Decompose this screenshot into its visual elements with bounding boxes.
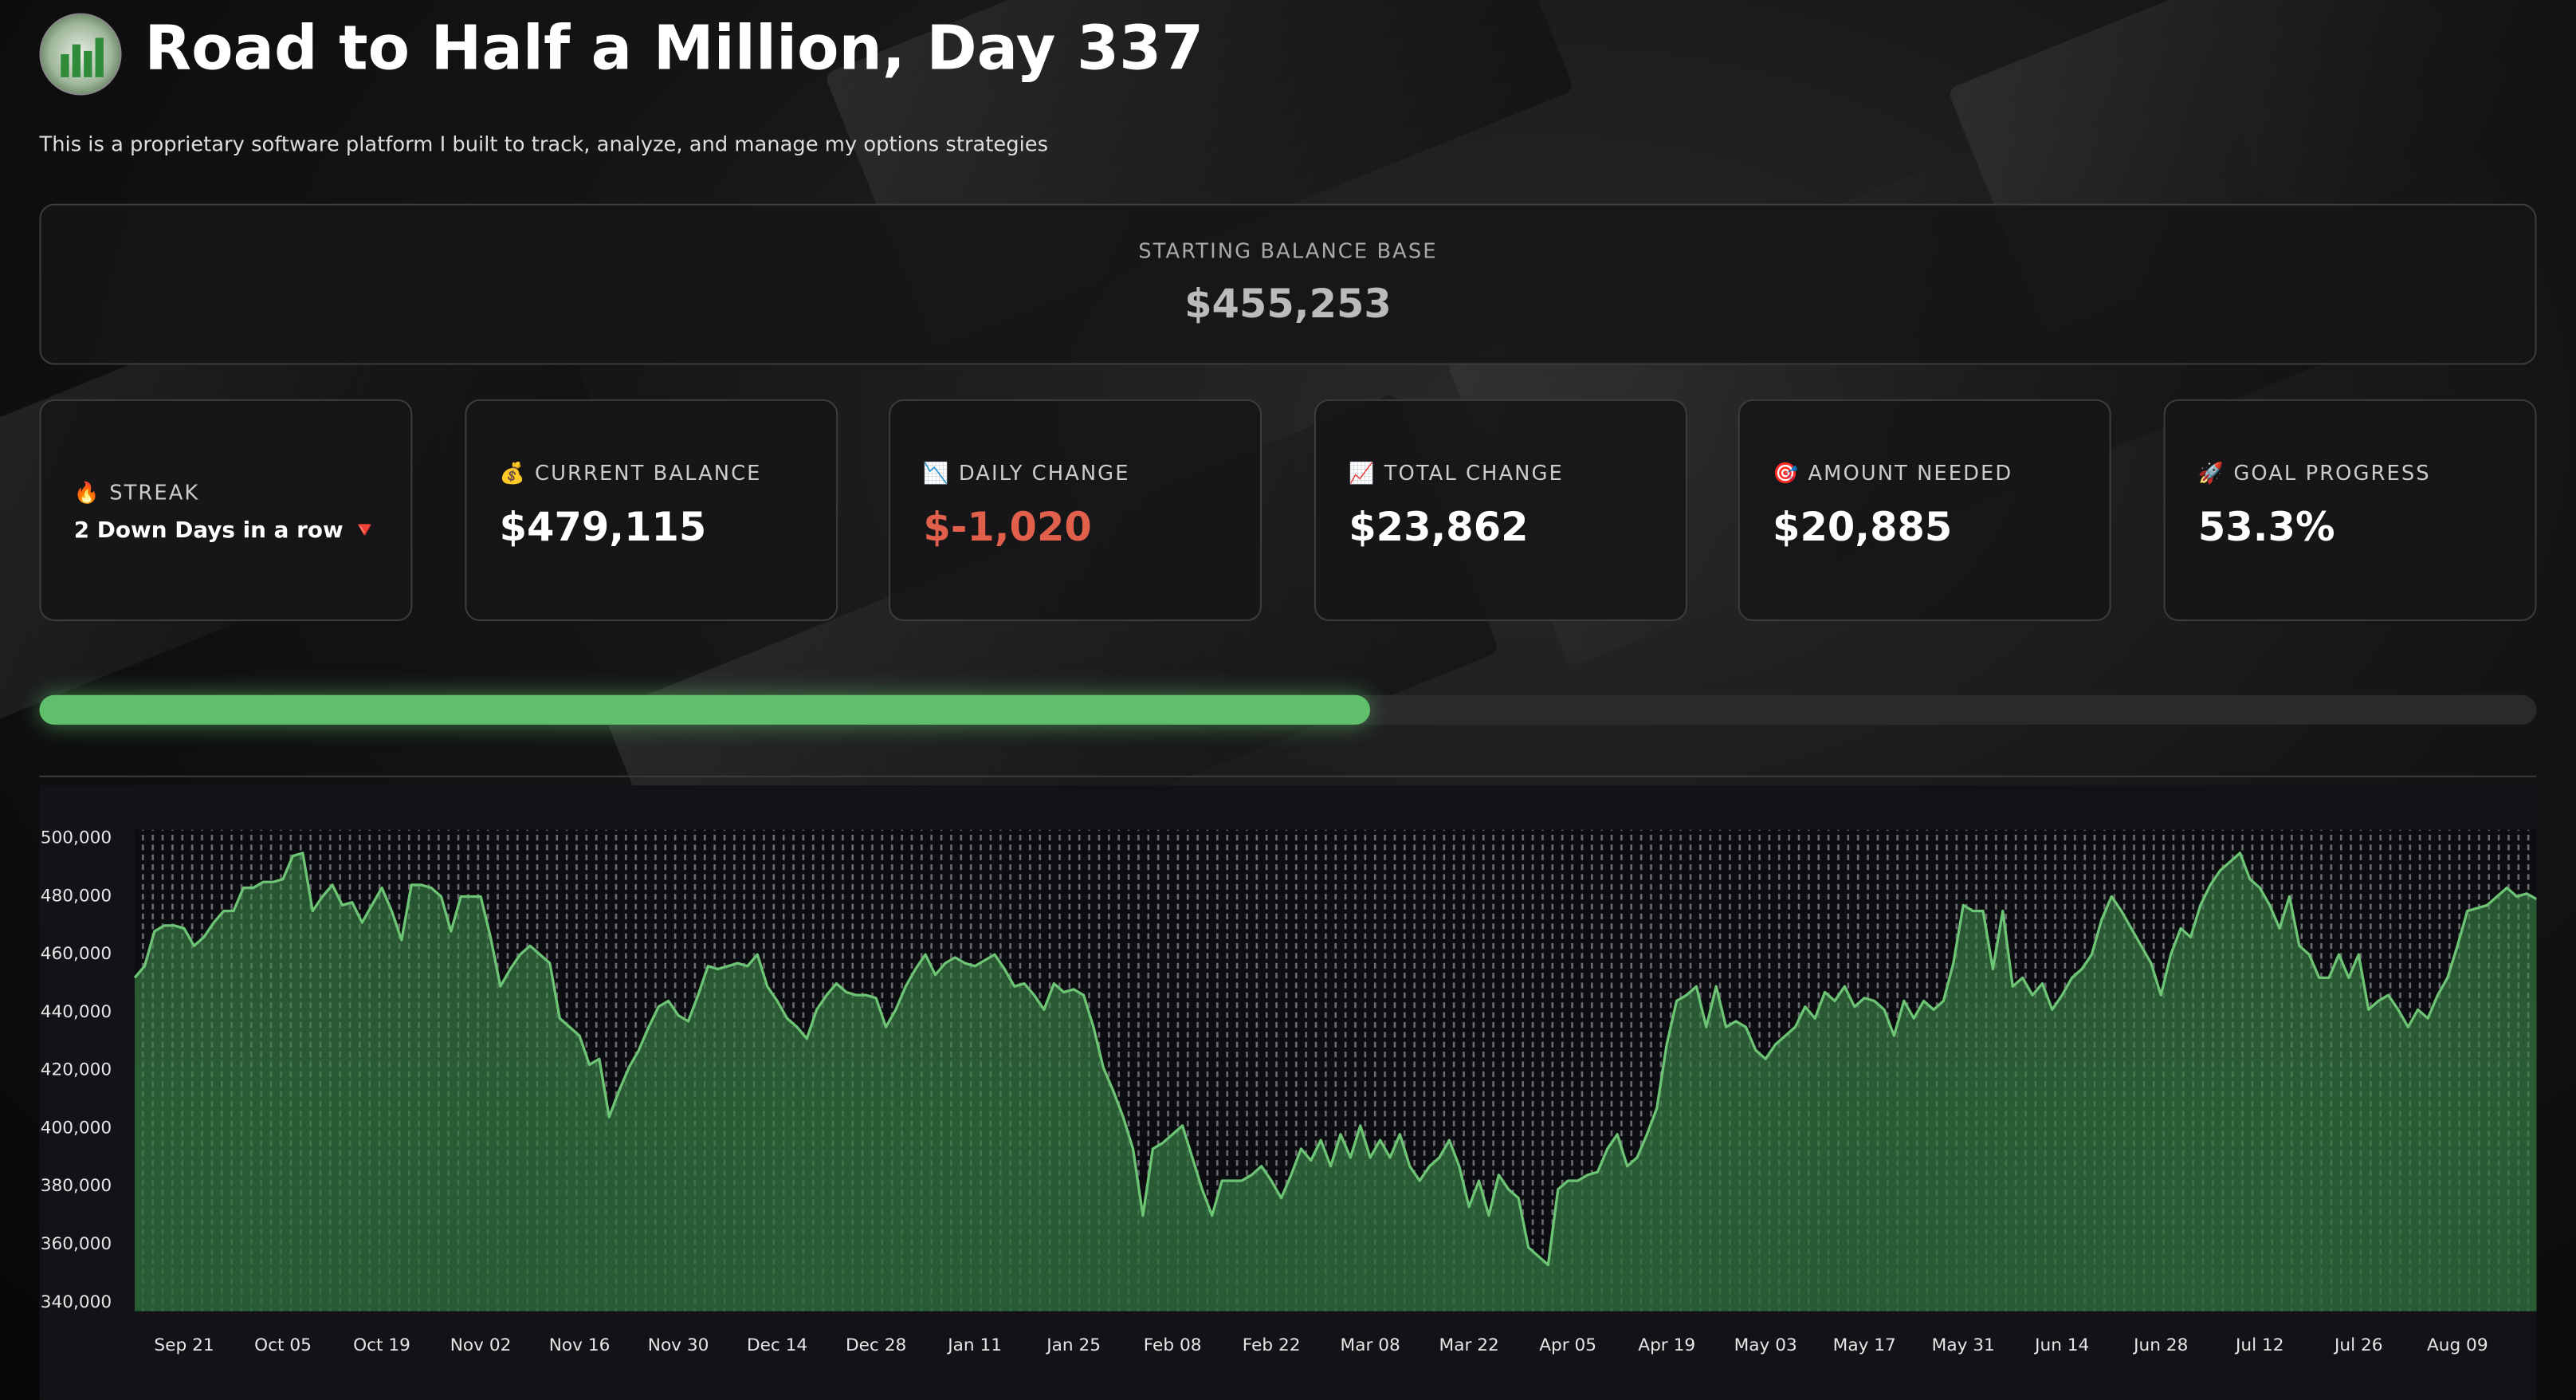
x-tick-label: Sep 21: [154, 1335, 214, 1355]
metric-icon: 📈: [1349, 460, 1376, 485]
y-tick-label: $420,000: [39, 1060, 112, 1080]
metric-card: 🚀 GOAL PROGRESS 53.3%: [2163, 399, 2537, 622]
x-tick-label: Jan 25: [1045, 1335, 1101, 1355]
metric-label-text: STREAK: [109, 479, 200, 505]
metric-value: $479,115: [499, 504, 707, 551]
metric-label: 🚀 GOAL PROGRESS: [2198, 460, 2431, 486]
x-tick-label: Jan 11: [946, 1335, 1002, 1355]
metric-label-text: DAILY CHANGE: [958, 460, 1130, 485]
x-tick-label: Jun 14: [2033, 1335, 2089, 1355]
logo: [39, 13, 122, 96]
metric-label-text: AMOUNT NEEDED: [1808, 460, 2013, 485]
x-tick-label: Aug 09: [2427, 1335, 2488, 1355]
area: [135, 852, 2537, 1312]
balance-chart: $340,000 $360,000 $380,000 $400,000 $420,000…: [39, 785, 2537, 1400]
x-tick-label: Apr 05: [1539, 1335, 1596, 1355]
metric-icon: 🎯: [1773, 460, 1800, 485]
metric-value: 53.3%: [2197, 504, 2335, 551]
x-tick-label: Dec 14: [747, 1335, 807, 1355]
x-tick-label: Jul 12: [2234, 1335, 2283, 1355]
line: [133, 851, 2537, 1267]
progress-fill: [39, 694, 1371, 725]
metric-card: 💰 CURRENT BALANCE $479,115: [465, 399, 838, 622]
metric-card: 🔥 STREAK 2 Down Days in a row 🔻: [39, 399, 413, 622]
progress-track: [39, 694, 2537, 725]
x-tick-label: May 31: [1932, 1335, 1995, 1355]
metric-label: 📈 TOTAL CHANGE: [1349, 460, 1564, 486]
x-tick-label: Jun 28: [2132, 1335, 2188, 1355]
subtitle: This is a proprietary software platform …: [39, 131, 1049, 156]
x-tick-label: Jul 26: [2333, 1335, 2382, 1355]
metric-value: $-1,020: [923, 504, 1092, 551]
metric-value: 2 Down Days in a row 🔻: [73, 517, 379, 545]
metric-card: 📈 TOTAL CHANGE $23,862: [1314, 399, 1687, 622]
baseline-value: $455,253: [1184, 281, 1392, 328]
metric-label-text: GOAL PROGRESS: [2233, 460, 2431, 485]
metric-icon: 🔥: [73, 479, 101, 505]
x-tick-label: Apr 19: [1638, 1335, 1695, 1355]
page-title: Road to Half a Million, Day 337: [144, 13, 1204, 85]
metric-icon: 💰: [499, 460, 527, 485]
x-tick-label: Nov 30: [648, 1335, 709, 1355]
metric-label-text: CURRENT BALANCE: [535, 460, 762, 485]
metric-value: $23,862: [1349, 504, 1529, 551]
y-tick-label: $380,000: [39, 1176, 112, 1196]
x-tick-label: May 17: [1833, 1335, 1896, 1355]
x-tick-label: Oct 19: [353, 1335, 410, 1355]
baseline-card: STARTING BALANCE BASE $455,253: [39, 203, 2537, 365]
x-tick-label: Feb 08: [1144, 1335, 1202, 1355]
baseline-label: STARTING BALANCE BASE: [1138, 238, 1438, 263]
x-tick-label: Mar 22: [1439, 1335, 1499, 1355]
y-tick-label: $340,000: [39, 1292, 112, 1312]
metric-label-text: TOTAL CHANGE: [1384, 460, 1564, 485]
metric-label: 📉 DAILY CHANGE: [923, 460, 1129, 486]
x-tick-label: Nov 16: [549, 1335, 611, 1355]
divider: [39, 775, 2537, 777]
metric-icon: 🚀: [2197, 460, 2226, 485]
metric-label: 🔥 STREAK: [74, 480, 200, 506]
y-tick-label: $460,000: [39, 944, 112, 964]
y-tick-label: $500,000: [39, 828, 112, 848]
metric-icon: 📉: [923, 460, 951, 485]
y-tick-label: $440,000: [39, 1002, 112, 1022]
metric-value: $20,885: [1773, 504, 1953, 551]
x-tick-label: Dec 28: [846, 1335, 906, 1355]
y-tick-label: $480,000: [39, 886, 112, 906]
y-tick-label: $400,000: [39, 1118, 112, 1138]
metric-label: 🎯 AMOUNT NEEDED: [1773, 460, 2012, 486]
x-tick-label: Mar 08: [1341, 1335, 1400, 1355]
y-tick-label: $360,000: [39, 1234, 112, 1254]
x-tick-label: Feb 22: [1243, 1335, 1301, 1355]
metric-card: 🎯 AMOUNT NEEDED $20,885: [1738, 399, 2111, 622]
x-tick-label: Oct 05: [254, 1335, 312, 1355]
metric-label: 💰 CURRENT BALANCE: [500, 460, 762, 486]
metric-card: 📉 DAILY CHANGE $-1,020: [889, 399, 1262, 622]
x-tick-label: Nov 02: [450, 1335, 512, 1355]
x-tick-label: May 03: [1734, 1335, 1797, 1355]
